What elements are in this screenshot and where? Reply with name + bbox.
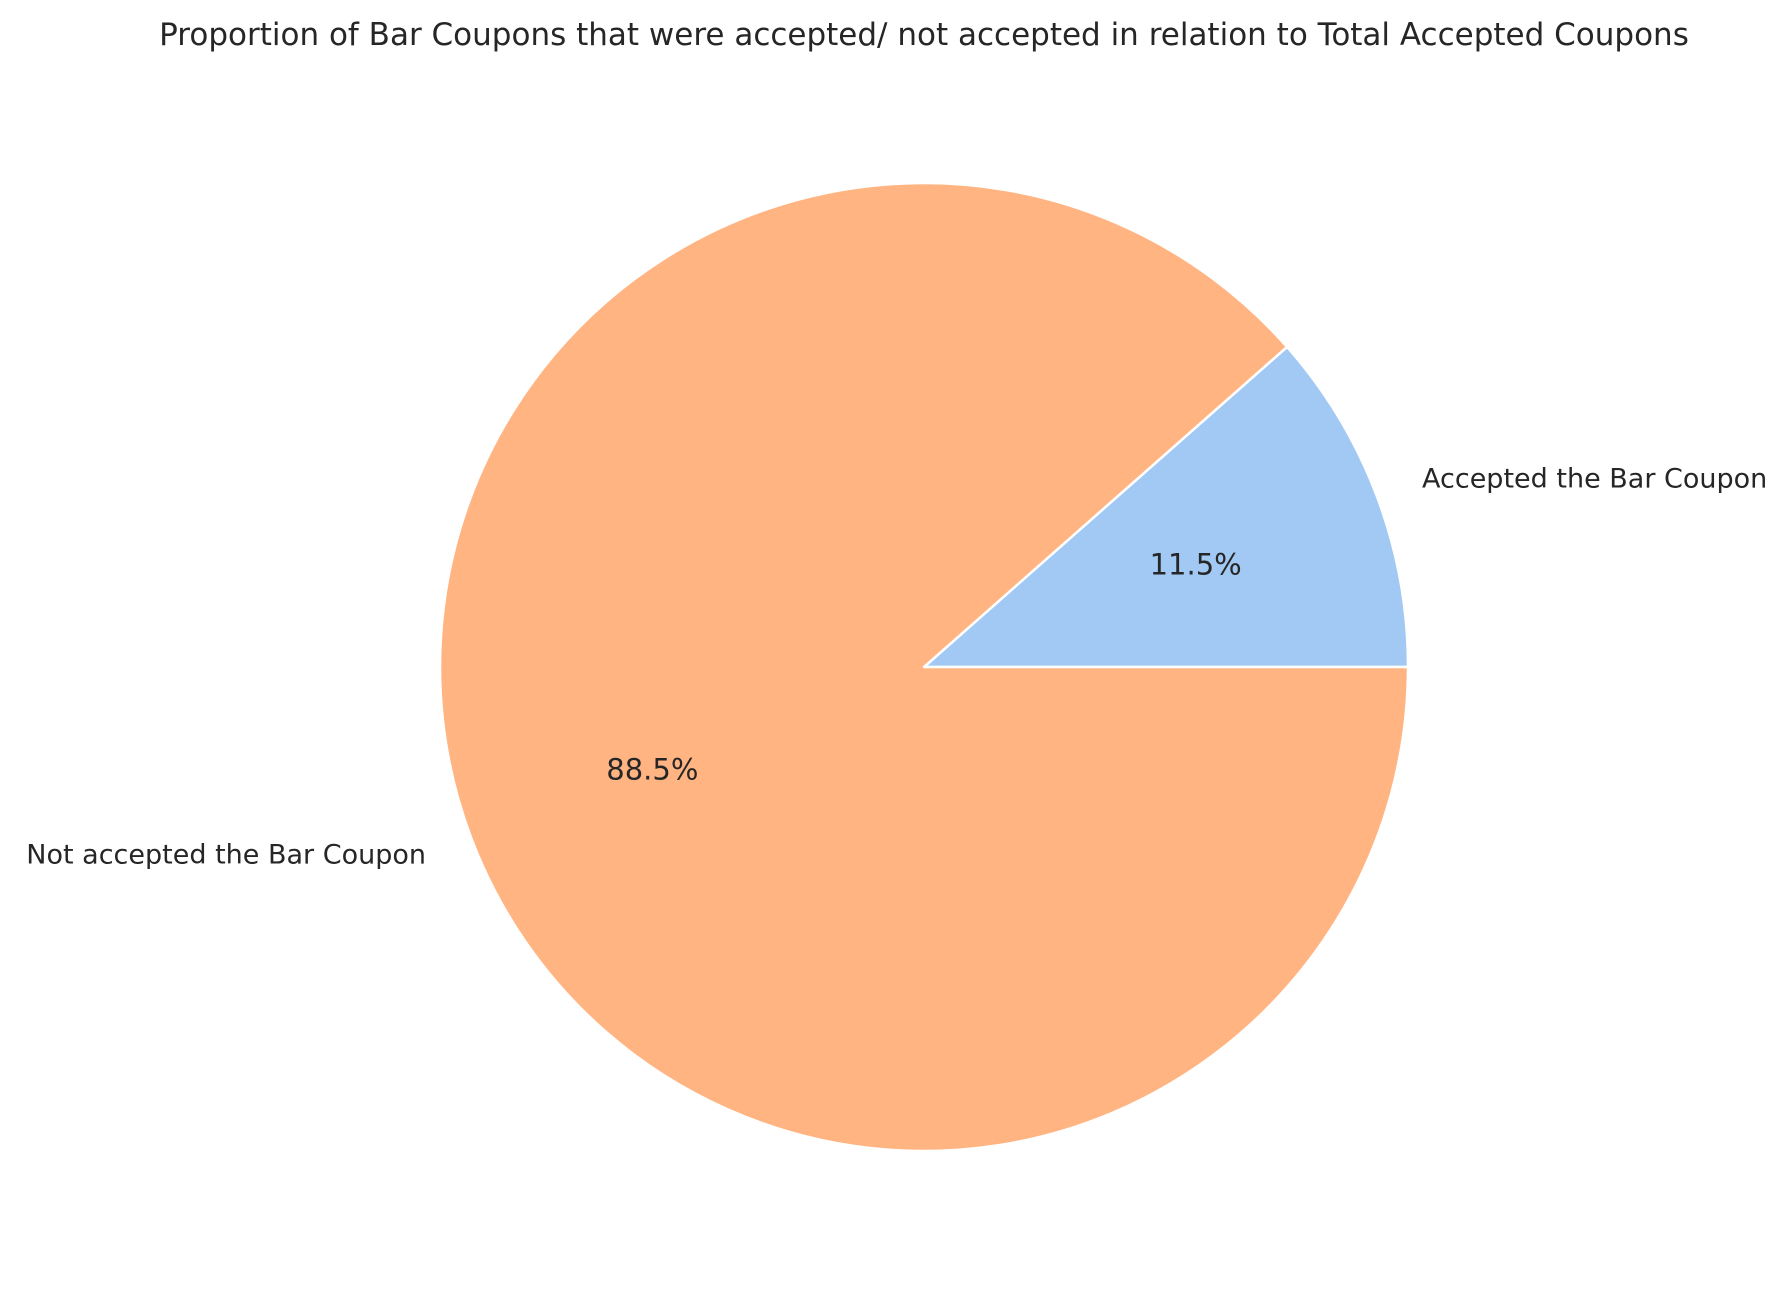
pie-slice-accepted-the-bar-coupon	[922, 345, 1410, 669]
slice-percent-not-accepted-the-bar-coupon: 88.5%	[606, 753, 698, 787]
slice-percent-accepted-the-bar-coupon: 11.5%	[1150, 547, 1242, 581]
slice-label-accepted-the-bar-coupon: Accepted the Bar Coupon	[1422, 463, 1767, 494]
slice-label-not-accepted-the-bar-coupon: Not accepted the Bar Coupon	[26, 840, 426, 871]
pie-slices	[438, 181, 1410, 1153]
pie-slice-not-accepted-the-bar-coupon	[438, 181, 1410, 1153]
chart-title: Proportion of Bar Coupons that were acce…	[159, 17, 1689, 53]
pie-labels: Accepted the Bar Coupon 11.5% Not accepted…	[26, 463, 1767, 870]
